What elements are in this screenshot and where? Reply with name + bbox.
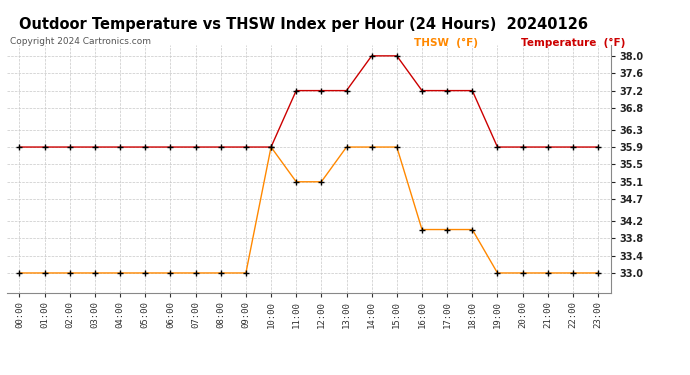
Text: Outdoor Temperature vs THSW Index per Hour (24 Hours)  20240126: Outdoor Temperature vs THSW Index per Ho… <box>19 17 588 32</box>
Text: Temperature  (°F): Temperature (°F) <box>521 38 625 48</box>
Text: THSW  (°F): THSW (°F) <box>414 38 478 48</box>
Text: Copyright 2024 Cartronics.com: Copyright 2024 Cartronics.com <box>10 38 151 46</box>
